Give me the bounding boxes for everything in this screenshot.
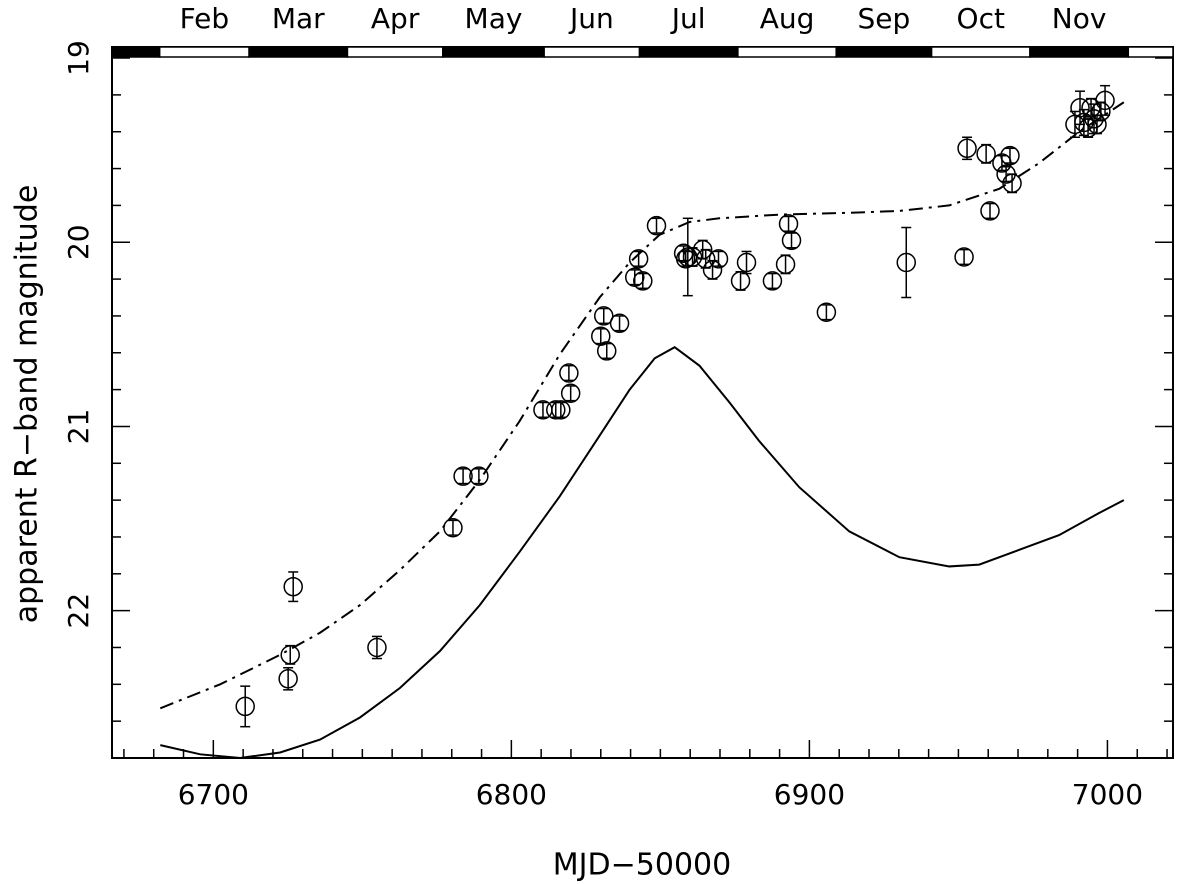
data-point — [695, 249, 716, 269]
data-point — [762, 271, 783, 291]
month-label: Aug — [760, 2, 815, 35]
data-point — [816, 302, 837, 322]
data-point — [1087, 114, 1107, 135]
data-point — [443, 518, 463, 538]
data-point — [957, 138, 977, 159]
x-tick-label: 6700 — [178, 778, 249, 811]
y-tick-label: 21 — [62, 409, 95, 445]
data-point — [1070, 98, 1090, 118]
data-point — [646, 215, 667, 236]
data-point — [1000, 145, 1020, 166]
data-point — [594, 306, 614, 326]
model-curve — [160, 346, 1125, 760]
data-point — [708, 249, 729, 269]
data-point — [469, 466, 489, 486]
data-point — [736, 252, 757, 273]
data-point — [453, 466, 473, 486]
y-tick-label: 19 — [62, 40, 95, 76]
y-tick-label: 20 — [62, 224, 95, 260]
data-point — [280, 645, 300, 665]
month-label: Feb — [180, 2, 230, 35]
month-band — [346, 46, 444, 58]
data-point — [1002, 173, 1022, 194]
data-point — [675, 249, 696, 269]
data-point — [1091, 101, 1111, 122]
data-point — [367, 637, 387, 658]
x-tick-label: 7000 — [1072, 778, 1143, 811]
month-band — [1029, 46, 1130, 58]
data-point — [702, 260, 723, 280]
month-band — [1127, 46, 1174, 58]
data-point — [559, 363, 579, 383]
data-point — [609, 313, 630, 334]
month-band — [248, 46, 349, 58]
data-point — [235, 696, 255, 717]
month-band — [111, 46, 161, 58]
data-point — [730, 271, 751, 291]
month-label: Sep — [858, 2, 911, 35]
data-point — [775, 254, 796, 275]
data-point — [896, 252, 917, 273]
month-label: Apr — [371, 2, 420, 35]
month-band — [442, 46, 545, 58]
data-point — [781, 230, 802, 251]
y-tick-label: 22 — [62, 593, 95, 629]
month-label: Mar — [272, 2, 325, 35]
y-axis-label: apparent R−band magnitude — [10, 185, 45, 624]
data-point — [1084, 109, 1104, 129]
month-band — [930, 46, 1031, 58]
data-point — [976, 144, 996, 164]
month-band — [638, 46, 739, 58]
data-point — [954, 247, 974, 267]
data-point — [551, 400, 571, 420]
x-tick-label: 6900 — [774, 778, 845, 811]
month-band — [737, 46, 837, 58]
month-label: Nov — [1052, 2, 1107, 35]
data-point — [596, 341, 617, 361]
month-label: May — [465, 2, 523, 35]
data-point — [633, 271, 653, 291]
month-label: Oct — [957, 2, 1005, 35]
month-band — [158, 46, 250, 58]
data-point — [1095, 90, 1115, 111]
plot-frame — [111, 46, 1174, 759]
data-point — [692, 239, 713, 260]
data-point — [560, 383, 581, 404]
x-tick-label: 6800 — [476, 778, 547, 811]
data-point — [628, 249, 649, 269]
month-band — [835, 46, 933, 58]
x-axis-label: MJD−50000 — [553, 848, 731, 883]
month-label: Jun — [568, 2, 614, 35]
month-label: Jul — [670, 2, 706, 35]
data-point — [278, 669, 298, 689]
data-point — [546, 400, 566, 420]
data-point — [682, 247, 703, 267]
data-point — [283, 576, 303, 597]
month-band — [543, 46, 641, 58]
data-point — [980, 201, 1000, 221]
model-curve — [159, 101, 1125, 710]
